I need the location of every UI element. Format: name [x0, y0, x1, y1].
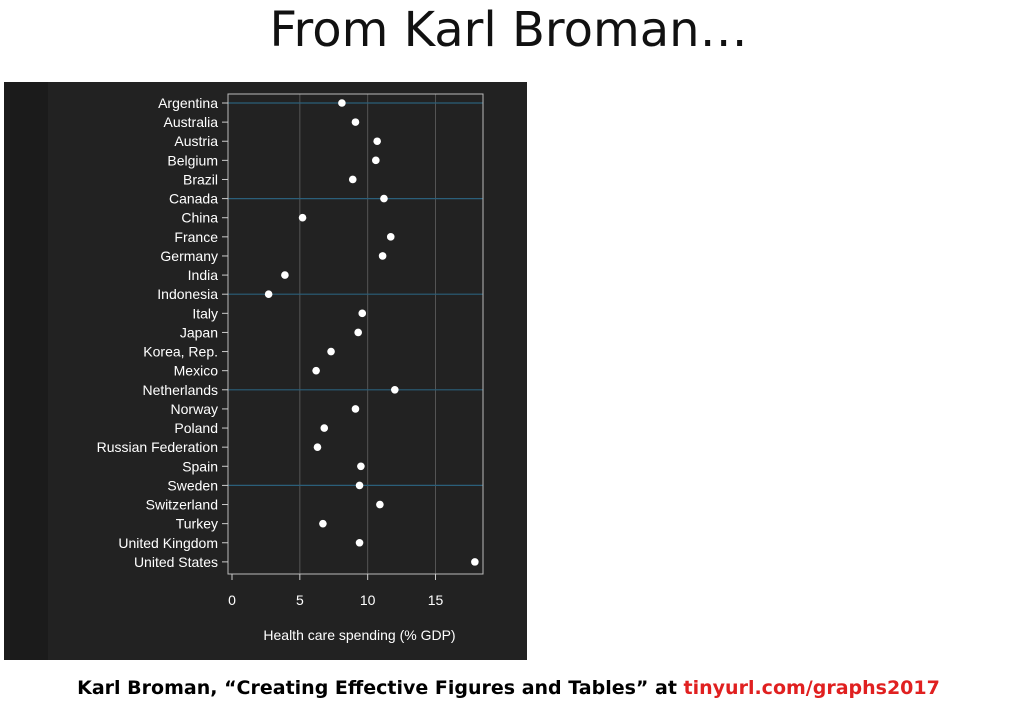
y-tick-label: United States	[134, 554, 218, 570]
x-tick-label: 10	[360, 592, 376, 608]
y-tick-label: Korea, Rep.	[143, 344, 218, 360]
y-tick-label: United Kingdom	[118, 535, 218, 551]
y-tick-label: Australia	[164, 114, 219, 130]
y-tick-label: Japan	[180, 324, 218, 340]
y-tick-label: Mexico	[174, 363, 219, 379]
y-tick-label: Spain	[182, 458, 218, 474]
data-point	[354, 328, 362, 337]
data-point	[471, 558, 479, 566]
data-point	[386, 233, 395, 241]
data-point	[376, 500, 384, 509]
x-tick-label: 5	[296, 592, 304, 608]
x-axis-label: Health care spending (% GDP)	[263, 627, 455, 643]
y-tick-label: Brazil	[183, 171, 218, 187]
y-tick-label: Argentina	[158, 95, 218, 111]
y-tick-label: Norway	[171, 401, 218, 417]
y-tick-label: Netherlands	[143, 382, 219, 398]
data-point	[391, 386, 399, 394]
y-tick-label: Canada	[169, 191, 218, 207]
y-tick-label: Belgium	[167, 152, 218, 168]
data-point	[313, 443, 322, 451]
data-point	[357, 462, 365, 471]
slide-footer: Karl Broman, “Creating Effective Figures…	[0, 677, 1017, 699]
y-tick-label: Turkey	[176, 516, 218, 532]
y-tick-label: Germany	[160, 248, 218, 264]
y-tick-label: Russian Federation	[97, 439, 218, 455]
data-point	[373, 137, 381, 146]
data-point	[351, 405, 360, 413]
data-point	[298, 213, 307, 222]
footer-link[interactable]: tinyurl.com/graphs2017	[683, 677, 940, 699]
panel-left-shade	[4, 82, 48, 660]
slide-title: From Karl Broman…	[269, 2, 748, 58]
data-point	[281, 271, 289, 279]
x-tick-label: 15	[428, 592, 444, 608]
data-point	[355, 481, 364, 490]
y-tick-label: Indonesia	[157, 286, 218, 302]
y-tick-label: Italy	[192, 305, 218, 321]
y-tick-label: Austria	[174, 133, 218, 149]
y-tick-label: Switzerland	[146, 497, 218, 513]
dot-chart: Argentina Australia Austria Belgium Brazil Ca…	[97, 93, 484, 643]
data-point	[358, 309, 367, 318]
data-point	[327, 347, 335, 356]
plot-frame	[227, 93, 484, 575]
y-tick-label: Poland	[174, 420, 218, 436]
footer-citation: Karl Broman, “Creating Effective Figures…	[77, 677, 684, 699]
chart-panel: Argentina Australia Austria Belgium Brazil Ca…	[4, 82, 527, 660]
y-tick-label: China	[181, 210, 218, 226]
data-point	[351, 118, 360, 126]
data-point	[372, 156, 380, 165]
y-tick-label: Sweden	[167, 477, 218, 493]
y-tick-label: France	[174, 229, 218, 245]
data-point	[348, 175, 357, 184]
data-point	[319, 519, 327, 528]
data-point	[380, 194, 388, 203]
data-point	[320, 424, 329, 432]
data-point	[338, 99, 346, 107]
y-tick-label: India	[188, 267, 219, 283]
data-point	[312, 366, 320, 375]
data-point	[264, 290, 273, 298]
data-point	[355, 538, 364, 547]
data-point	[378, 252, 387, 260]
x-tick-label: 0	[228, 592, 236, 608]
